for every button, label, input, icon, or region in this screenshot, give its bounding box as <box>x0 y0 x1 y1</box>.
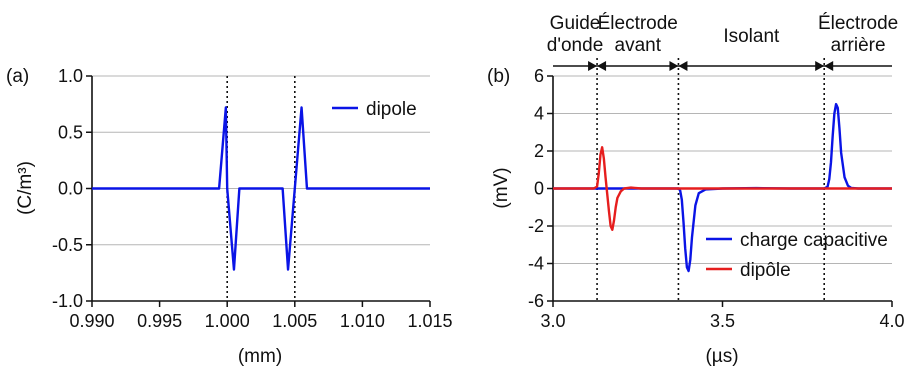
region-arrowhead-right <box>678 61 688 71</box>
panel-a-series <box>92 106 430 271</box>
y-tick-label: 2 <box>534 141 544 161</box>
region-arrowhead-left <box>669 61 679 71</box>
series-line-dipole <box>92 106 430 271</box>
region-arrowhead-left <box>815 61 825 71</box>
panel-b-label: (b) <box>487 66 510 87</box>
panel-a-xlabel: (mm) <box>238 346 282 367</box>
region-label-guide: Guide d'onde <box>547 13 603 56</box>
panel-b-ylabel: (mV) <box>491 167 512 208</box>
panel-a: (a) (C/m³) (mm) -1.0 -0.5 0.0 0.5 1.0 0.990 0.… <box>6 66 453 367</box>
region-arrowhead-right <box>597 61 607 71</box>
panel-b-ticks: -6 -4 -2 0 2 4 6 3.0 3.5 4.0 <box>528 66 905 331</box>
region-label-lectrode: Électrode arrière <box>818 13 898 56</box>
y-tick-label: -4 <box>528 254 544 274</box>
panel-a-label: (a) <box>6 66 29 87</box>
panel-b-xlabel: (µs) <box>705 346 738 367</box>
y-tick-label: 4 <box>534 104 544 124</box>
x-tick-label: 1.000 <box>205 311 250 331</box>
x-tick-label: 4.0 <box>879 311 904 331</box>
y-tick-label: 6 <box>534 66 544 86</box>
y-tick-label: -0.5 <box>52 235 83 255</box>
panel-b-legend: charge capacitive dipôle <box>706 230 888 281</box>
y-tick-label: 0.5 <box>58 122 83 142</box>
x-tick-label: 3.5 <box>710 311 735 331</box>
panel-a-ylabel: (C/m³) <box>15 161 36 215</box>
region-arrowhead-right <box>824 61 834 71</box>
y-tick-label: 0 <box>534 179 544 199</box>
x-tick-label: 3.0 <box>540 311 565 331</box>
panel-a-ticks: -1.0 -0.5 0.0 0.5 1.0 0.990 0.995 1.000 1.005 1.0… <box>52 66 453 331</box>
x-tick-label: 0.990 <box>69 311 114 331</box>
legend-label-charge-capacitive: charge capacitive <box>740 230 888 251</box>
region-label-isolant: Isolant <box>723 26 780 47</box>
legend-label-dipole-b: dipôle <box>740 260 791 281</box>
region-arrowhead-left <box>588 61 598 71</box>
region-label-lectrode: Électrode avant <box>598 13 678 56</box>
legend-label-dipole: dipole <box>366 99 417 120</box>
y-tick-label: 0.0 <box>58 179 83 199</box>
y-tick-label: 1.0 <box>58 66 83 86</box>
y-tick-label: -6 <box>528 291 544 311</box>
panel-b-series <box>553 102 892 273</box>
x-tick-label: 1.015 <box>407 311 452 331</box>
x-tick-label: 1.010 <box>340 311 385 331</box>
x-tick-label: 1.005 <box>272 311 317 331</box>
y-tick-label: -1.0 <box>52 291 83 311</box>
panel-a-legend: dipole <box>332 99 417 120</box>
y-tick-label: -2 <box>528 216 544 236</box>
x-tick-label: 0.995 <box>137 311 182 331</box>
series-line-dip-le <box>553 146 892 231</box>
